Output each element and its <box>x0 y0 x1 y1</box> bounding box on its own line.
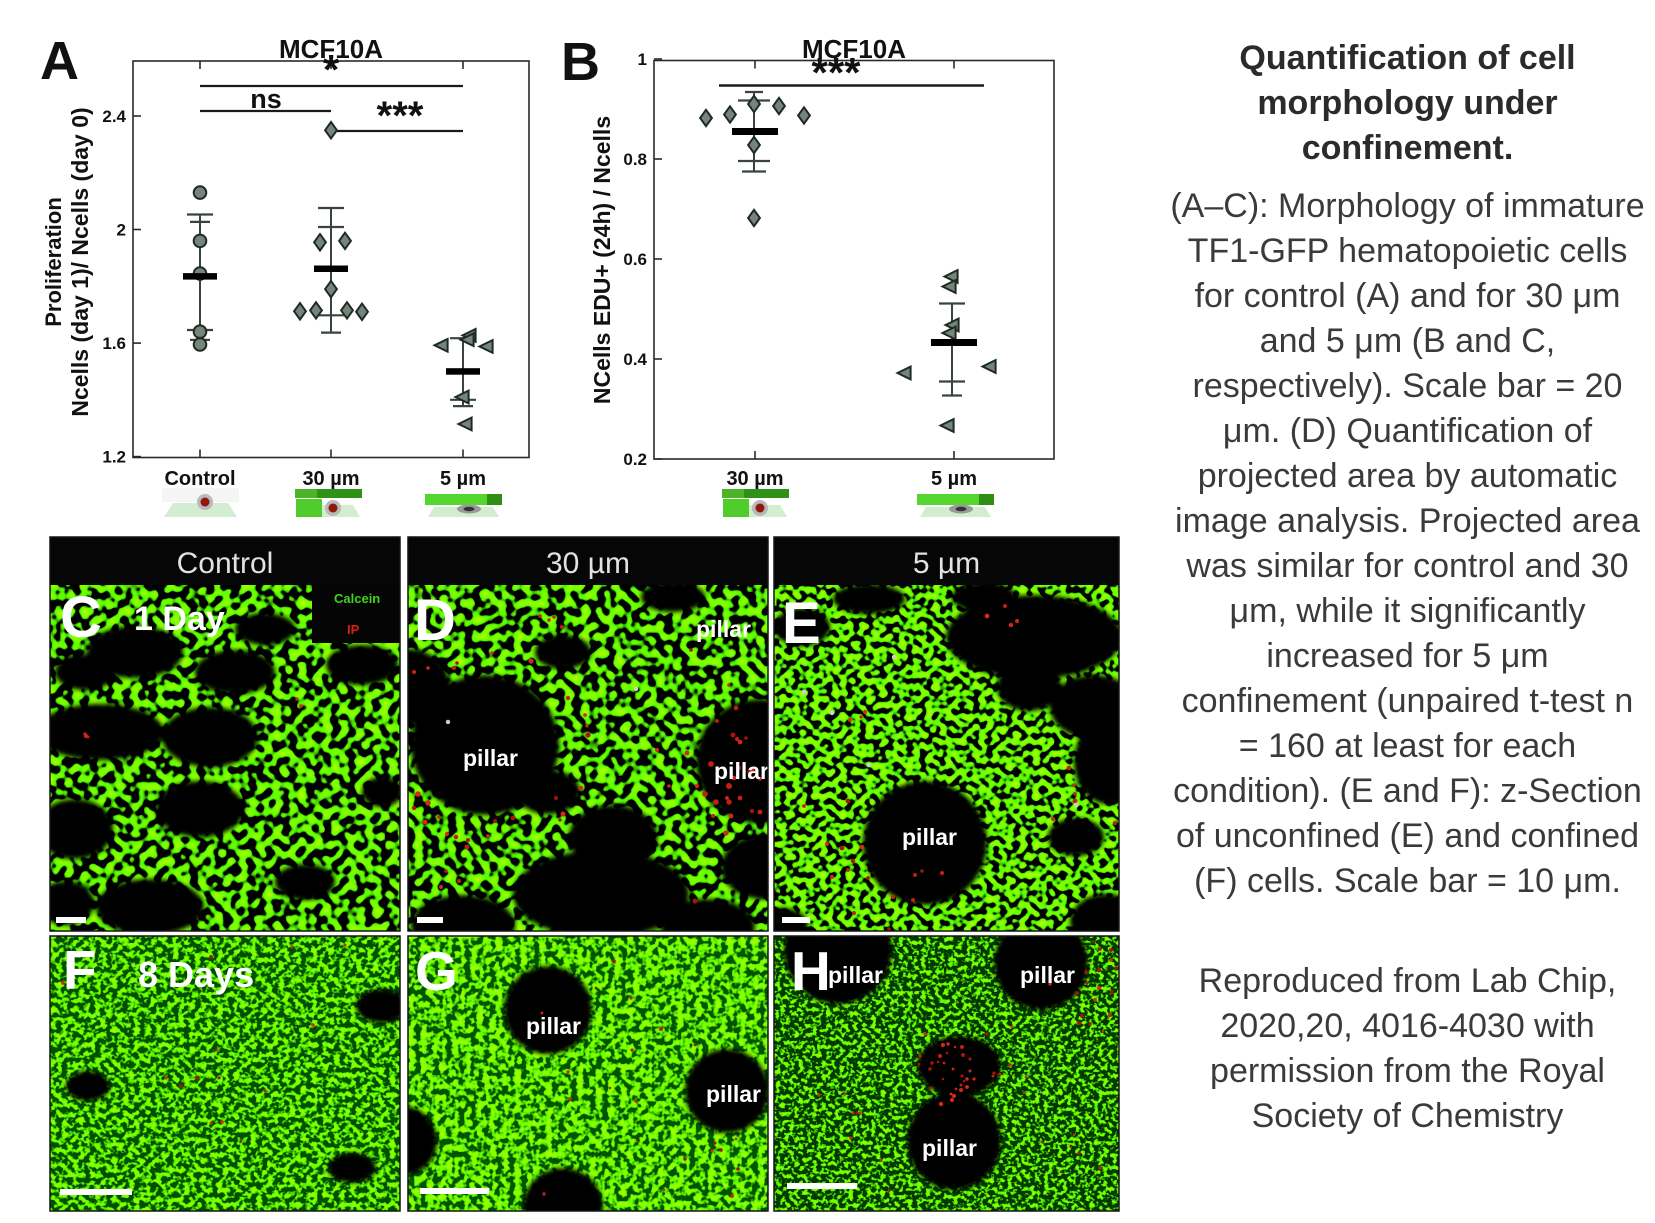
svg-text:1.2: 1.2 <box>102 448 126 467</box>
svg-text:MCF10A: MCF10A <box>802 34 906 64</box>
svg-text:30 µm: 30 µm <box>726 468 783 490</box>
svg-text:*: * <box>323 46 340 93</box>
svg-text:E: E <box>782 591 821 656</box>
svg-text:Control: Control <box>177 547 274 580</box>
svg-text:pillar: pillar <box>526 1013 581 1039</box>
svg-text:H: H <box>791 940 831 1002</box>
svg-text:***: *** <box>377 94 424 138</box>
svg-text:0.6: 0.6 <box>623 250 647 269</box>
svg-text:0.8: 0.8 <box>623 150 647 169</box>
svg-text:ns: ns <box>250 84 282 114</box>
svg-text:G: G <box>415 940 458 1002</box>
svg-text:1 Day: 1 Day <box>134 600 225 638</box>
svg-text:pillar: pillar <box>696 616 751 642</box>
svg-text:0.2: 0.2 <box>623 450 647 469</box>
svg-text:pillar: pillar <box>714 758 769 784</box>
svg-text:F: F <box>63 939 97 1001</box>
svg-text:pillar: pillar <box>706 1081 761 1107</box>
svg-text:30 µm: 30 µm <box>546 547 630 580</box>
svg-text:Control: Control <box>164 468 235 490</box>
svg-text:***: *** <box>811 49 861 96</box>
svg-text:1: 1 <box>638 50 647 69</box>
svg-text:1.6: 1.6 <box>102 334 126 353</box>
svg-text:NCells EDU+ (24h) / Ncells: NCells EDU+ (24h) / Ncells <box>589 116 615 404</box>
svg-text:2: 2 <box>117 221 126 240</box>
svg-text:D: D <box>414 588 456 653</box>
svg-text:pillar: pillar <box>902 824 957 850</box>
svg-text:8 Days: 8 Days <box>138 954 254 995</box>
svg-text:IP: IP <box>347 622 360 637</box>
svg-text:B: B <box>561 32 600 92</box>
svg-text:MCF10A: MCF10A <box>279 34 383 64</box>
svg-text:0.4: 0.4 <box>623 350 647 369</box>
svg-text:Proliferation: Proliferation <box>41 197 66 327</box>
svg-text:2.4: 2.4 <box>102 107 126 126</box>
svg-text:pillar: pillar <box>463 745 518 771</box>
svg-text:pillar: pillar <box>922 1135 977 1161</box>
svg-text:5 µm: 5 µm <box>931 468 977 490</box>
svg-text:C: C <box>60 585 102 650</box>
svg-text:pillar: pillar <box>1020 962 1075 988</box>
svg-text:pillar: pillar <box>828 962 883 988</box>
svg-text:Calcein: Calcein <box>334 591 380 606</box>
svg-text:5 µm: 5 µm <box>440 468 486 490</box>
svg-text:5 µm: 5 µm <box>913 547 980 580</box>
svg-text:Ncells (day 1)/ Ncells (day 0): Ncells (day 1)/ Ncells (day 0) <box>67 107 93 416</box>
svg-text:A: A <box>40 31 79 91</box>
svg-text:30 µm: 30 µm <box>302 468 359 490</box>
